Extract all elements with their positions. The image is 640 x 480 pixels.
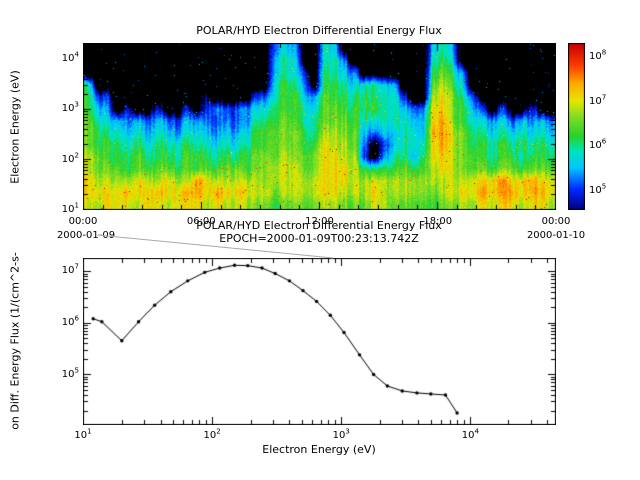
top-chart-title: POLAR/HYD Electron Differential Energy F… xyxy=(196,24,442,37)
bottom-x-tick-label: 103 xyxy=(332,427,350,441)
top-y-tick-label: 103 xyxy=(61,101,79,115)
bottom-x-tick-label: 104 xyxy=(461,427,480,441)
bottom-y-tick-label: 105 xyxy=(61,366,79,381)
top-y-tick-label: 104 xyxy=(61,50,79,65)
x-axis-date-end: 2000-01-10 xyxy=(526,230,586,241)
colorbar-tick-label: 106 xyxy=(589,138,607,152)
top-y-tick-label: 101 xyxy=(61,201,79,215)
colorbar-tick-label: 108 xyxy=(589,49,607,63)
top-x-tick-label: 00:00 xyxy=(68,216,98,227)
top-y-tick-label: 102 xyxy=(61,151,79,165)
bottom-x-tick-label: 101 xyxy=(74,427,92,441)
colorbar-tick-label: 107 xyxy=(589,93,607,107)
bottom-x-tick-label: 102 xyxy=(203,427,221,441)
bottom-y-axis-label: on Diff. Energy Flux (1/(cm^2-s- xyxy=(8,252,22,430)
bottom-y-tick-label: 106 xyxy=(61,314,79,329)
line-plot xyxy=(83,258,556,425)
bottom-chart-title: POLAR/HYD Electron Differential Energy F… xyxy=(196,219,442,232)
spectrogram-plot xyxy=(83,43,556,210)
colorbar xyxy=(568,43,585,210)
colorbar-tick-label: 105 xyxy=(589,182,607,196)
bottom-y-tick-label: 107 xyxy=(61,262,79,277)
epoch-subtitle: EPOCH=2000-01-09T00:23:13.742Z xyxy=(219,232,419,245)
top-x-tick-label: 00:00 xyxy=(541,216,571,227)
x-axis-date-start: 2000-01-09 xyxy=(56,230,116,241)
top-y-axis-label: Electron Energy (eV) xyxy=(8,70,22,184)
bottom-x-axis-label: Electron Energy (eV) xyxy=(262,443,376,456)
